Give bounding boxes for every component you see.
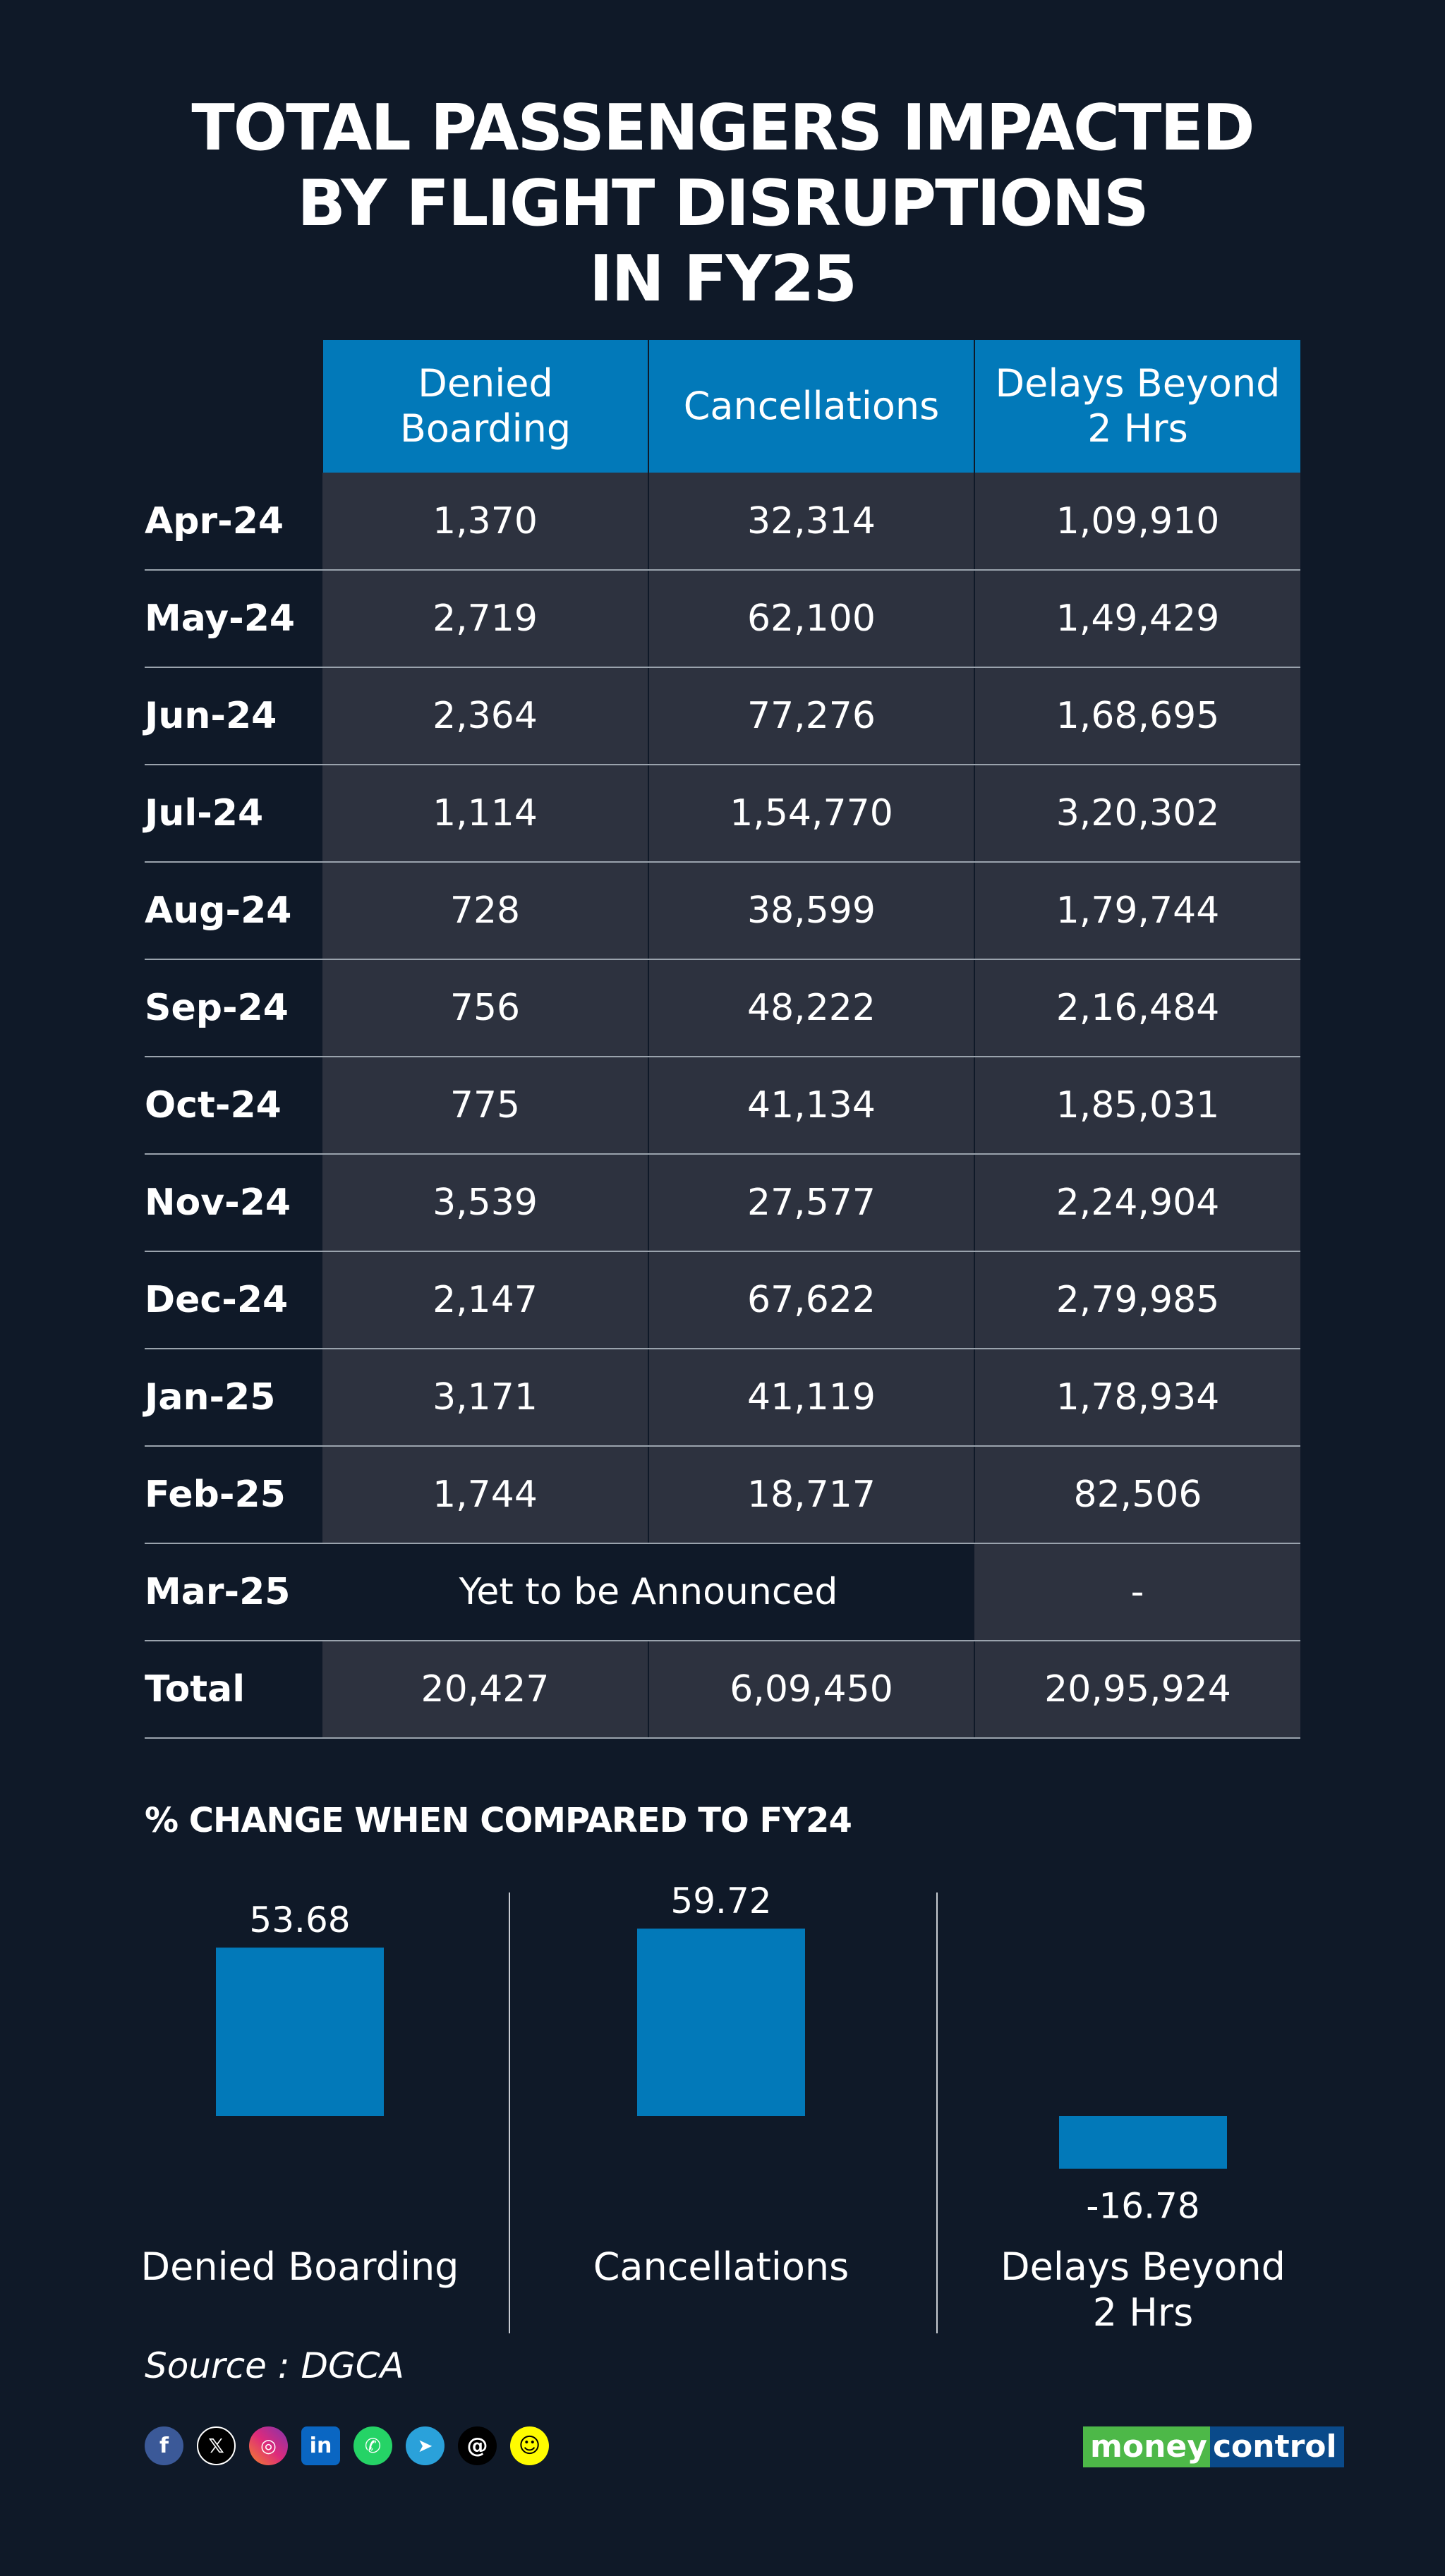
table-row: May-24 2,719 62,100 1,49,429 <box>145 570 1300 668</box>
table-row: Jan-25 3,171 41,119 1,78,934 <box>145 1349 1300 1447</box>
title-line-2: BY FLIGHT DISRUPTIONS <box>297 166 1149 241</box>
bar-1 <box>637 1928 805 2116</box>
logo-part-2: control <box>1209 2426 1344 2467</box>
title-line-3: IN FY25 <box>588 242 857 316</box>
cell-delays: 1,79,744 <box>974 862 1300 960</box>
cell-denied: 1,744 <box>322 1446 648 1544</box>
table-header-row: Denied Boarding Cancellations Delays Bey… <box>145 340 1300 473</box>
row-month: Jan-25 <box>145 1349 322 1447</box>
row-month: Mar-25 <box>145 1543 322 1641</box>
bar-2 <box>1059 2116 1227 2169</box>
disruptions-table: Denied Boarding Cancellations Delays Bey… <box>145 340 1300 1739</box>
bar-0 <box>216 1948 384 2116</box>
cell-denied: 3,539 <box>322 1154 648 1252</box>
header-cancellations: Cancellations <box>648 340 974 473</box>
row-month: Feb-25 <box>145 1446 322 1544</box>
row-month: May-24 <box>145 570 322 668</box>
cell-delays: 1,78,934 <box>974 1349 1300 1447</box>
total-delays: 20,95,924 <box>974 1641 1300 1739</box>
cell-delays: 3,20,302 <box>974 765 1300 863</box>
cell-cancellations: 48,222 <box>648 959 974 1057</box>
table-row: Oct-24 775 41,134 1,85,031 <box>145 1057 1300 1155</box>
row-month-total: Total <box>145 1641 322 1739</box>
logo-part-1: money <box>1083 2426 1210 2467</box>
total-denied: 20,427 <box>322 1641 648 1739</box>
facebook-icon[interactable]: f <box>145 2426 183 2465</box>
cell-denied: 775 <box>322 1057 648 1155</box>
category-label: Delays Beyond 2 Hrs <box>1000 2244 1286 2335</box>
table-row: Sep-24 756 48,222 2,16,484 <box>145 959 1300 1057</box>
cell-delays: 1,09,910 <box>974 473 1300 571</box>
cell-cancellations: 41,134 <box>648 1057 974 1155</box>
header-blank <box>145 340 322 473</box>
total-cancellations: 6,09,450 <box>648 1641 974 1739</box>
bar-value-label: -16.78 <box>1086 2186 1199 2227</box>
cell-denied: 3,171 <box>322 1349 648 1447</box>
cell-denied: 1,370 <box>322 473 648 571</box>
table-row: Jun-24 2,364 77,276 1,68,695 <box>145 667 1300 765</box>
row-month: Oct-24 <box>145 1057 322 1155</box>
threads-icon[interactable]: @ <box>458 2426 497 2465</box>
cell-cancellations: 27,577 <box>648 1154 974 1252</box>
whatsapp-icon[interactable]: ✆ <box>353 2426 392 2465</box>
bar-value-label: 59.72 <box>670 1881 771 1921</box>
cell-cancellations: 1,54,770 <box>648 765 974 863</box>
table-row: Aug-24 728 38,599 1,79,744 <box>145 862 1300 960</box>
cell-denied: 2,147 <box>322 1251 648 1349</box>
social-icons: f 𝕏 ◎ in ✆ ➤ @ ☺ <box>145 2426 549 2465</box>
table-row: Feb-25 1,744 18,717 82,506 <box>145 1446 1300 1544</box>
cell-cancellations: 38,599 <box>648 862 974 960</box>
header-delays: Delays Beyond 2 Hrs <box>974 340 1300 473</box>
table-row: Dec-24 2,147 67,622 2,79,985 <box>145 1251 1300 1349</box>
cell-delays: 1,85,031 <box>974 1057 1300 1155</box>
cell-delays: 1,49,429 <box>974 570 1300 668</box>
header-denied-boarding: Denied Boarding <box>322 340 648 473</box>
row-month: Apr-24 <box>145 473 322 571</box>
yet-to-be-announced: Yet to be Announced <box>322 1543 974 1641</box>
row-month: Jun-24 <box>145 667 322 765</box>
cell-cancellations: 77,276 <box>648 667 974 765</box>
cell-cancellations: 62,100 <box>648 570 974 668</box>
source-note: Source : DGCA <box>145 2345 404 2386</box>
table-row-total: Total 20,427 6,09,450 20,95,924 <box>145 1641 1300 1739</box>
instagram-icon[interactable]: ◎ <box>249 2426 288 2465</box>
cell-cancellations: 18,717 <box>648 1446 974 1544</box>
cell-delays: 2,16,484 <box>974 959 1300 1057</box>
cell-delays: 82,506 <box>974 1446 1300 1544</box>
row-month: Sep-24 <box>145 959 322 1057</box>
moneycontrol-logo[interactable]: money control <box>1083 2426 1344 2467</box>
cell-delays: 1,68,695 <box>974 667 1300 765</box>
snapchat-icon[interactable]: ☺ <box>510 2426 549 2465</box>
page-title: TOTAL PASSENGERS IMPACTED BY FLIGHT DISR… <box>0 90 1445 317</box>
chart-title: % CHANGE WHEN COMPARED TO FY24 <box>145 1801 852 1840</box>
cell-denied: 756 <box>322 959 648 1057</box>
row-month: Jul-24 <box>145 765 322 863</box>
cell-cancellations: 32,314 <box>648 473 974 571</box>
cell-denied: 2,719 <box>322 570 648 668</box>
cell-denied: 2,364 <box>322 667 648 765</box>
cell-delays: 2,79,985 <box>974 1251 1300 1349</box>
cell-delays: - <box>974 1543 1300 1641</box>
cell-cancellations: 41,119 <box>648 1349 974 1447</box>
table-row: Jul-24 1,114 1,54,770 3,20,302 <box>145 765 1300 863</box>
telegram-icon[interactable]: ➤ <box>406 2426 445 2465</box>
row-month: Nov-24 <box>145 1154 322 1252</box>
bar-value-label: 53.68 <box>249 1900 350 1940</box>
category-label: Cancellations <box>593 2244 850 2289</box>
linkedin-icon[interactable]: in <box>301 2426 340 2465</box>
row-month: Dec-24 <box>145 1251 322 1349</box>
title-line-1: TOTAL PASSENGERS IMPACTED <box>191 91 1254 165</box>
cell-denied: 1,114 <box>322 765 648 863</box>
table-row: Nov-24 3,539 27,577 2,24,904 <box>145 1154 1300 1252</box>
cell-cancellations: 67,622 <box>648 1251 974 1349</box>
row-month: Aug-24 <box>145 862 322 960</box>
x-icon[interactable]: 𝕏 <box>197 2426 236 2465</box>
table-row-mar: Mar-25 Yet to be Announced - <box>145 1543 1300 1641</box>
category-label: Denied Boarding <box>141 2244 459 2289</box>
cell-denied: 728 <box>322 862 648 960</box>
cell-delays: 2,24,904 <box>974 1154 1300 1252</box>
table-row: Apr-24 1,370 32,314 1,09,910 <box>145 473 1300 571</box>
